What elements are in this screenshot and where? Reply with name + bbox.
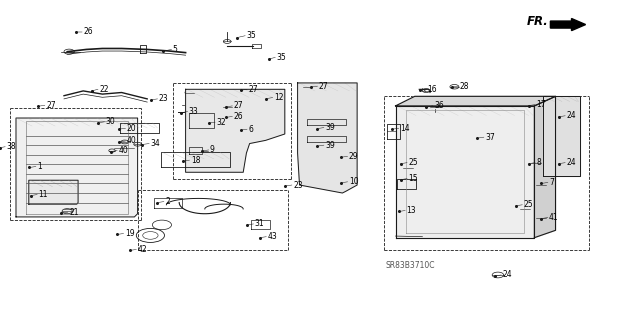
Text: 24: 24 (566, 158, 576, 167)
Text: 40: 40 (118, 146, 128, 155)
Text: 42: 42 (138, 245, 147, 254)
Text: 35: 35 (246, 31, 256, 40)
Text: 24: 24 (566, 111, 576, 120)
Text: 17: 17 (536, 100, 546, 109)
Text: 21: 21 (69, 208, 79, 217)
Text: FR.: FR. (527, 15, 548, 28)
Text: 26: 26 (83, 27, 93, 36)
Text: 40: 40 (127, 137, 136, 145)
Text: 16: 16 (428, 85, 437, 94)
Text: 30: 30 (106, 117, 115, 126)
Text: 7: 7 (549, 178, 554, 187)
Text: 37: 37 (485, 133, 495, 142)
Text: 18: 18 (191, 156, 200, 165)
Text: 27: 27 (248, 85, 258, 94)
Text: 39: 39 (325, 141, 335, 150)
Text: 35: 35 (276, 53, 286, 62)
Polygon shape (298, 83, 357, 193)
Text: 23: 23 (293, 181, 303, 189)
Text: 6: 6 (248, 125, 253, 134)
Text: 13: 13 (406, 206, 416, 215)
Text: 15: 15 (408, 174, 418, 183)
Polygon shape (186, 89, 285, 172)
Text: 24: 24 (502, 271, 512, 279)
Text: 1: 1 (37, 162, 42, 171)
Text: 39: 39 (325, 123, 335, 132)
Text: 10: 10 (349, 177, 358, 186)
Text: 9: 9 (210, 145, 215, 154)
Polygon shape (543, 96, 580, 176)
Polygon shape (16, 118, 138, 217)
Text: 27: 27 (234, 101, 243, 110)
Text: 19: 19 (125, 229, 134, 238)
Text: 8: 8 (536, 158, 541, 167)
Text: 36: 36 (434, 101, 444, 110)
Text: 27: 27 (46, 101, 56, 110)
Text: 20: 20 (127, 124, 136, 133)
Text: 12: 12 (274, 93, 284, 102)
Text: 32: 32 (216, 118, 226, 127)
FancyArrow shape (550, 19, 586, 31)
Text: 26: 26 (234, 112, 243, 121)
Polygon shape (396, 106, 534, 238)
Text: 38: 38 (6, 142, 16, 151)
Text: 22: 22 (99, 85, 109, 94)
Text: 28: 28 (460, 82, 469, 91)
Text: 27: 27 (319, 82, 328, 91)
Text: SR83B3710C: SR83B3710C (386, 261, 435, 270)
Text: 25: 25 (524, 200, 533, 209)
Text: 33: 33 (189, 107, 198, 116)
Polygon shape (29, 180, 78, 204)
Polygon shape (534, 96, 556, 238)
Text: 29: 29 (349, 152, 358, 161)
Text: 43: 43 (268, 232, 277, 241)
Text: 2: 2 (165, 197, 170, 206)
Text: 41: 41 (549, 213, 559, 222)
Text: 11: 11 (38, 190, 48, 199)
Text: 31: 31 (255, 219, 264, 228)
Text: 23: 23 (159, 94, 168, 103)
Text: 25: 25 (408, 158, 418, 167)
Polygon shape (396, 96, 556, 106)
Text: 5: 5 (173, 45, 178, 54)
Text: 14: 14 (400, 124, 410, 133)
Text: 34: 34 (150, 139, 160, 148)
